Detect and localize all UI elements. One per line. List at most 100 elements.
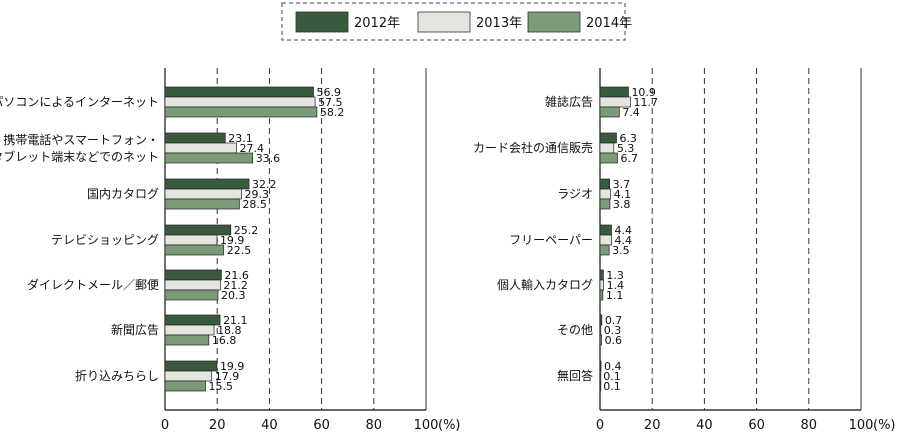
data-label: 33.6 (256, 152, 280, 165)
data-label: 15.5 (208, 380, 233, 393)
bar-2013年 (164, 324, 215, 336)
bar-2014年 (164, 380, 206, 392)
bar-2014年 (164, 106, 318, 118)
legend-swatch-2 (417, 11, 471, 33)
bar-2013年 (599, 188, 612, 200)
bar-2013年 (164, 96, 316, 108)
data-label: 58.2 (320, 106, 345, 119)
data-label: 17.9 (215, 370, 240, 383)
data-label: 6.3 (619, 132, 637, 145)
bar-2014年 (164, 152, 254, 164)
data-label: 0.7 (605, 314, 623, 327)
data-label: 5.3 (617, 142, 635, 155)
data-label: 0.1 (603, 380, 621, 393)
x-tick-label: 20 (644, 418, 661, 433)
bar-2014年 (599, 152, 618, 164)
bar-2012年 (164, 86, 314, 98)
bar-2013年 (164, 234, 218, 246)
data-label: 56.9 (317, 86, 342, 99)
category-label: 携帯電話やスマートフォン・タブレット端末などでのネット (0, 132, 159, 164)
bar-2012年 (599, 224, 612, 236)
x-tick-label: 20 (209, 418, 226, 433)
category-label: テレビショッピング (51, 233, 159, 247)
x-tick-label: 100 (414, 418, 439, 433)
data-label: 32.2 (252, 178, 276, 191)
category-label: ダイレクトメール／郵便 (27, 277, 159, 292)
bar-2012年 (599, 269, 604, 281)
data-label: 18.8 (217, 324, 242, 337)
data-label: 1.1 (606, 289, 624, 302)
legend-label-2: 2013年 (476, 16, 522, 31)
bar-2013年 (599, 324, 602, 336)
legend-label-3: 2014年 (586, 16, 632, 31)
bar-2013年 (164, 188, 242, 200)
data-label: 0.1 (603, 370, 621, 383)
category-label: カード会社の通信販売 (473, 140, 593, 155)
category-label: フリーペーパー (509, 233, 593, 247)
data-label: 4.4 (614, 234, 632, 247)
x-axis-unit: (%) (873, 418, 896, 433)
category-label: 無回答 (557, 368, 593, 383)
data-label: 27.4 (240, 142, 265, 155)
category-label: 雑誌広告 (545, 94, 593, 109)
data-label: 25.2 (234, 224, 259, 237)
data-label: 19.9 (220, 234, 245, 247)
category-label: ラジオ (557, 187, 593, 201)
x-tick-label: 60 (748, 418, 765, 433)
category-label: 個人輸入カタログ (497, 277, 593, 292)
data-label: 29.3 (244, 188, 269, 201)
bar-2013年 (164, 279, 221, 291)
bar-2012年 (164, 132, 226, 144)
data-label: 21.1 (223, 314, 248, 327)
data-label: 3.7 (613, 178, 631, 191)
bar-2013年 (599, 279, 605, 291)
legend: 2012年 2013年 2014年 (281, 2, 632, 41)
category-label: パソコンによるインターネット (0, 95, 159, 109)
data-label: 3.8 (613, 198, 631, 211)
data-label: 21.6 (224, 269, 249, 282)
data-label: 28.5 (242, 198, 267, 211)
bar-2012年 (599, 360, 602, 372)
data-label: 23.1 (228, 132, 253, 145)
bar-2013年 (164, 370, 213, 382)
data-label: 4.4 (614, 224, 632, 237)
bar-2014年 (599, 380, 602, 392)
data-label: 20.3 (221, 289, 246, 302)
x-tick-label: 80 (801, 418, 818, 433)
data-label: 0.6 (605, 334, 623, 347)
bar-2014年 (599, 244, 610, 256)
data-label: 57.5 (318, 96, 343, 109)
data-label: 11.7 (634, 96, 659, 109)
data-label: 0.3 (604, 324, 622, 337)
bar-2012年 (164, 314, 221, 326)
bar-2012年 (599, 178, 611, 190)
legend-swatch-3 (527, 11, 581, 33)
bar-2014年 (164, 198, 240, 210)
x-axis-unit: (%) (438, 418, 461, 433)
data-label: 7.4 (622, 106, 640, 119)
data-label: 22.5 (227, 244, 252, 257)
data-label: 19.9 (220, 360, 245, 373)
bar-2013年 (599, 370, 602, 382)
data-label: 6.7 (620, 152, 638, 165)
bar-2012年 (164, 269, 222, 281)
category-label: 国内カタログ (87, 187, 159, 201)
category-label: その他 (557, 323, 593, 337)
bar-2014年 (599, 198, 611, 210)
data-label: 4.1 (614, 188, 632, 201)
x-tick-label: 40 (261, 418, 278, 433)
bar-2012年 (599, 86, 629, 98)
legend-label-1: 2012年 (354, 16, 400, 31)
x-tick-label: 0 (596, 418, 604, 433)
bar-2012年 (599, 132, 617, 144)
bar-2012年 (599, 314, 603, 326)
category-label: 折り込みちらし (75, 368, 159, 383)
bar-2014年 (599, 334, 602, 346)
legend-frame (281, 2, 626, 41)
bar-2013年 (599, 234, 612, 246)
category-label: 新聞広告 (111, 322, 159, 337)
bar-2014年 (599, 289, 604, 301)
bar-2014年 (164, 244, 225, 256)
right-panel: 0 20 40 60 80 100 (%) 雑誌広告 10.911.77.4 カード会社の通信販売… (473, 68, 896, 433)
